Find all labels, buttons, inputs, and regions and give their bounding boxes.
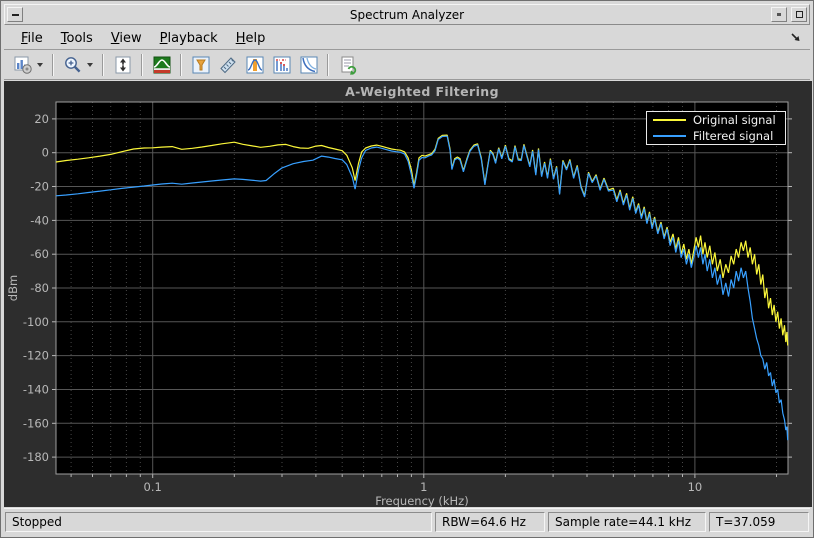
- configuration-dropdown-caret[interactable]: [37, 63, 43, 67]
- menu-view[interactable]: View: [110, 30, 142, 46]
- window-title: Spectrum Analyzer: [349, 7, 465, 22]
- spectrum-green-red-icon: [153, 56, 170, 74]
- menu-playback[interactable]: Playback: [159, 30, 218, 46]
- status-time: T=37.059: [709, 511, 809, 532]
- menu-tools[interactable]: Tools: [60, 30, 93, 46]
- original-signal-swatch: [653, 119, 686, 121]
- window-menu-icon: [11, 13, 19, 16]
- autoscale-button[interactable]: [110, 53, 135, 78]
- svg-text:-160: -160: [23, 416, 49, 430]
- vertical-arrows-box-icon: [115, 56, 130, 74]
- status-rbw: RBW=64.6 Hz: [435, 511, 545, 532]
- chart-gear-icon: [14, 56, 32, 74]
- diagonal-ruler-icon: [219, 57, 236, 74]
- orange-band-spectrum-icon: [246, 56, 263, 74]
- scope-display: A-Weighted Filtering 0.1 1 10 20 0 -20 -40 -60 -…: [4, 81, 812, 508]
- peak-finder-button[interactable]: [188, 53, 213, 78]
- ccdf-measurements-button[interactable]: [296, 53, 321, 78]
- toolbar: [4, 51, 810, 80]
- svg-text:dBm: dBm: [6, 275, 20, 301]
- status-sample-rate: Sample rate=44.1 kHz: [548, 511, 706, 532]
- svg-text:-80: -80: [30, 281, 49, 295]
- toolbar-separator: [102, 54, 104, 76]
- toolbar-separator: [180, 54, 182, 76]
- playback-settings-button[interactable]: [335, 53, 360, 78]
- menu-bar: File Tools View Playback Help: [4, 27, 810, 50]
- legend-label: Original signal: [693, 113, 776, 127]
- spectrum-view-button[interactable]: [149, 53, 174, 78]
- svg-text:10: 10: [688, 480, 703, 494]
- legend-row: Original signal: [647, 113, 785, 128]
- svg-text:1: 1: [420, 480, 427, 494]
- filtered-signal-swatch: [653, 135, 686, 137]
- status-state: Stopped: [5, 511, 432, 532]
- funnel-icon: [192, 56, 209, 74]
- svg-text:-100: -100: [23, 315, 49, 329]
- svg-text:-180: -180: [23, 450, 49, 464]
- svg-text:0: 0: [42, 146, 49, 160]
- status-bar: Stopped RBW=64.6 Hz Sample rate=44.1 kHz…: [4, 508, 810, 534]
- distortion-measurements-button[interactable]: [269, 53, 294, 78]
- svg-text:-60: -60: [30, 247, 49, 261]
- svg-text:20: 20: [34, 112, 49, 126]
- configuration-properties-button[interactable]: [10, 53, 35, 78]
- window-menu-button[interactable]: [7, 7, 23, 22]
- svg-text:-40: -40: [30, 213, 49, 227]
- menu-file[interactable]: File: [21, 30, 43, 46]
- falling-curves-icon: [300, 56, 317, 74]
- title-bar[interactable]: Spectrum Analyzer: [4, 4, 810, 25]
- legend-label: Filtered signal: [693, 129, 774, 143]
- svg-text:Frequency (kHz): Frequency (kHz): [375, 494, 468, 507]
- minimize-button[interactable]: [771, 7, 787, 22]
- maximize-icon: [795, 11, 803, 18]
- document-green-arrow-icon: [341, 56, 356, 75]
- toolbar-separator: [52, 54, 54, 76]
- toolbar-separator: [327, 54, 329, 76]
- stems-red-dashes-icon: [273, 56, 290, 74]
- legend-row: Filtered signal: [647, 129, 785, 144]
- svg-text:0.1: 0.1: [144, 480, 162, 494]
- legend[interactable]: Original signal Filtered signal: [646, 111, 786, 145]
- minimize-icon: [777, 13, 781, 16]
- toolbar-separator: [141, 54, 143, 76]
- cursor-measurements-button[interactable]: [215, 53, 240, 78]
- dock-arrow-icon[interactable]: [790, 31, 802, 43]
- svg-text:-140: -140: [23, 383, 49, 397]
- zoom-button[interactable]: [60, 53, 85, 78]
- svg-text:-20: -20: [30, 180, 49, 194]
- svg-text:-120: -120: [23, 349, 49, 363]
- maximize-button[interactable]: [791, 7, 807, 22]
- zoom-dropdown-caret[interactable]: [87, 63, 93, 67]
- menu-help[interactable]: Help: [235, 30, 266, 46]
- channel-measurements-button[interactable]: [242, 53, 267, 78]
- spectrum-chart[interactable]: 0.1 1 10 20 0 -20 -40 -60 -80 -100 -120 -140 -160 -18…: [4, 81, 812, 508]
- magnifier-plus-icon: [64, 57, 80, 73]
- plot-title: A-Weighted Filtering: [345, 84, 499, 99]
